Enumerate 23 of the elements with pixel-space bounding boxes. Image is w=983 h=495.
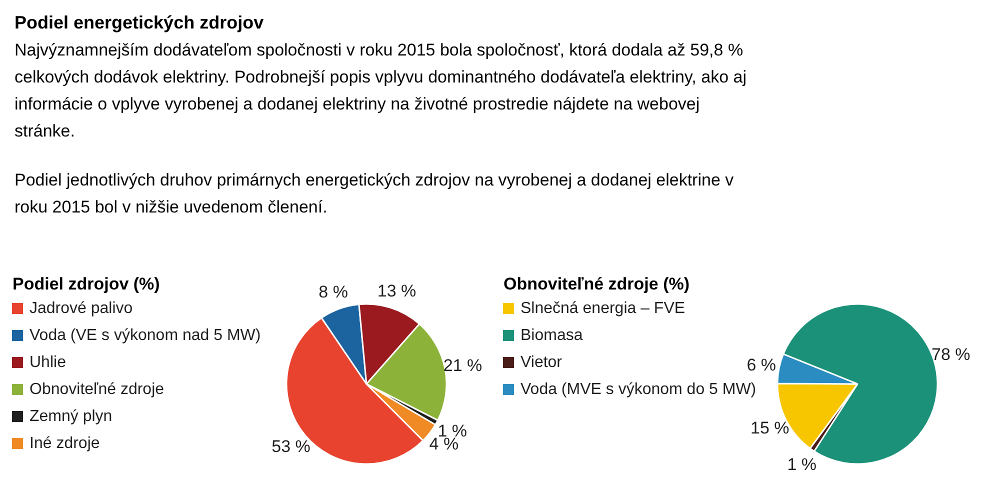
data-label: 8 %	[318, 282, 348, 302]
text: Najvýznamnejším dodávateľom spoločnosti v roku 2015 bola spoločnosť, ktorá dodala až 59,8 % celkových dodávok elektriny. Podrobnejší popis vplyvu dominantného dodávateľa elektriny, ako aj informácie o vplyve vyrobenej a dodanej elektriny na životné prostredie nájdete na webovej stránke.	[14, 40, 746, 140]
chart-title: Obnoviteľné zdroje (%)	[504, 274, 690, 294]
legend-label: Vietor	[520, 354, 563, 371]
chart-title: Podiel zdrojov (%)	[12, 274, 160, 294]
legend-label: Obnoviteľné zdroje	[30, 381, 164, 398]
legend-label: Slnečná energia – FVE	[520, 300, 686, 317]
legend-label: Uhlie	[30, 354, 66, 371]
data-label: 6 %	[746, 355, 776, 374]
text: Podiel jednotlivých druhov primárnych energetických zdrojov na vyrobenej a dodanej elektrine v roku 2015 bol v nižšie uvedenom členení.	[14, 170, 734, 216]
legend-label: Voda (VE s výkonom nad 5 MW)	[30, 327, 261, 344]
legend-label: Biomasa	[520, 327, 583, 344]
data-label: 15 %	[750, 418, 790, 438]
legend-label: Voda (MVE s výkonom do 5 MW)	[520, 381, 756, 398]
data-label: 53 %	[272, 436, 310, 456]
data-label: 78 %	[932, 344, 970, 364]
data-label: 21 %	[443, 356, 482, 376]
legend-label: Jadrové palivo	[30, 300, 133, 317]
data-label: 1 %	[787, 455, 816, 474]
text: Podiel energetických zdrojov	[14, 12, 264, 32]
legend-label: Iné zdroje	[30, 435, 100, 452]
data-label: 13 %	[377, 281, 416, 300]
legend-label: Zemný plyn	[30, 408, 112, 425]
